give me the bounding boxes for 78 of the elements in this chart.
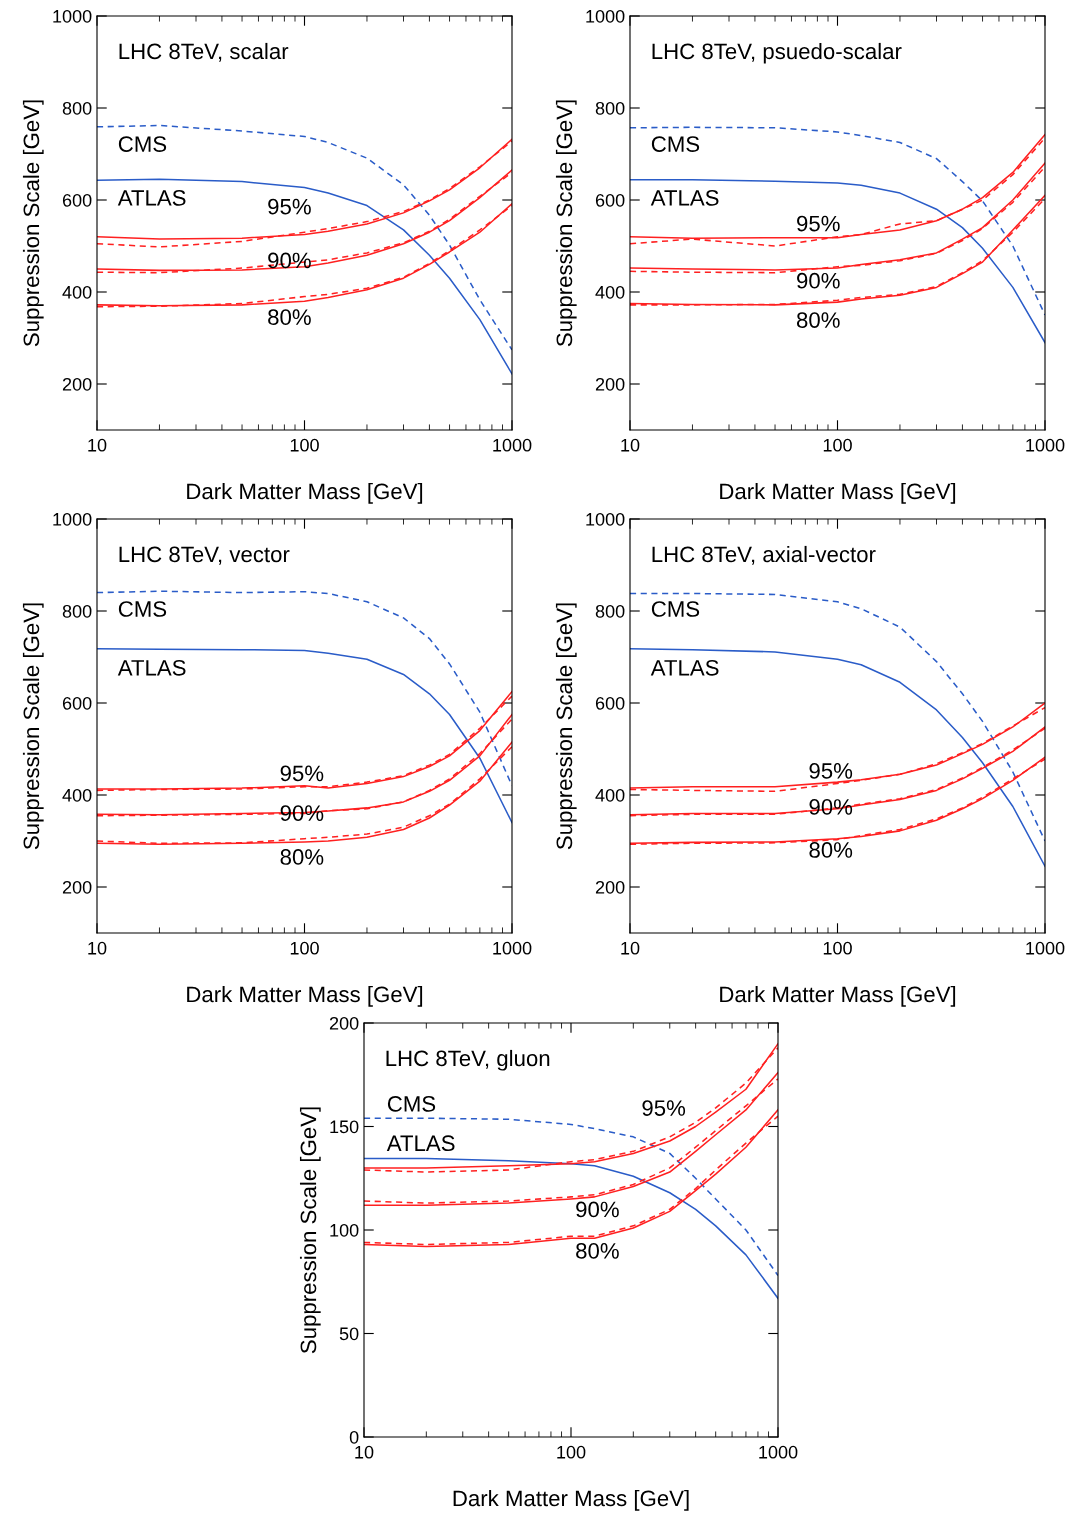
y-tick-label: 100	[330, 1223, 359, 1237]
y-tick-label: 600	[62, 696, 92, 710]
y-tick-label: 400	[595, 788, 625, 802]
x-tick-label: 1000	[493, 941, 532, 955]
x-tick-label: 10	[88, 438, 107, 452]
y-tick-label: 1000	[586, 9, 625, 23]
text: LHC 8TeV, gluon	[386, 1049, 550, 1071]
annotation: 95%	[809, 763, 853, 779]
annotation: CMS	[387, 1096, 436, 1112]
annotation: ATLAS	[117, 659, 186, 676]
y-tick-label: 600	[62, 193, 92, 207]
y-axis-title: Suppression Scale [GeV]	[299, 1107, 321, 1354]
y-tick-label: 150	[330, 1120, 359, 1134]
annotation: CMS	[118, 136, 167, 152]
text: LHC 8TeV, vector	[119, 546, 290, 565]
annotation: ATLAS	[117, 190, 186, 206]
x-tick-label: 1000	[1026, 941, 1065, 955]
annotation: ATLAS	[650, 190, 719, 206]
annotation: CMS	[651, 601, 700, 617]
annotation: 95%	[280, 765, 324, 782]
y-axis-title: Suppression Scale [GeV]	[555, 100, 577, 347]
x-axis-title: Dark Matter Mass [GeV]	[187, 985, 423, 1007]
x-tick-label: 100	[557, 1445, 586, 1459]
x-tick-label: 100	[823, 438, 852, 452]
x-tick-label: 1000	[493, 438, 532, 452]
x-tick-label: 100	[290, 941, 319, 955]
x-tick-label: 10	[621, 438, 640, 452]
x-tick-label: 10	[355, 1445, 374, 1459]
x-tick-label: 100	[823, 941, 852, 955]
annotation: 80%	[576, 1243, 619, 1259]
annotation: ATLAS	[386, 1135, 455, 1152]
annotation: CMS	[651, 136, 700, 152]
x-tick-label: 100	[290, 438, 319, 452]
y-tick-label: 800	[595, 101, 625, 115]
text: LHC 8TeV, axial-vector	[652, 545, 876, 565]
y-tick-label: 800	[595, 604, 625, 618]
annotation: 80%	[268, 309, 311, 326]
annotation: 80%	[796, 312, 840, 328]
y-tick-label: 800	[62, 604, 92, 618]
x-axis-title: Dark Matter Mass [GeV]	[720, 985, 956, 1007]
y-tick-label: 800	[62, 101, 92, 115]
y-axis-title: Suppression Scale [GeV]	[22, 603, 44, 850]
y-tick-label: 200	[595, 377, 625, 391]
annotation: 95%	[797, 215, 840, 232]
y-tick-label: 400	[595, 285, 625, 299]
x-tick-label: 1000	[759, 1445, 798, 1459]
y-tick-label: 1000	[586, 512, 625, 526]
x-tick-label: 1000	[1026, 438, 1065, 452]
y-tick-label: 400	[62, 285, 92, 299]
y-tick-label: 400	[62, 788, 92, 802]
y-tick-label: 50	[339, 1327, 359, 1341]
x-tick-label: 10	[88, 941, 107, 955]
y-tick-label: 1000	[53, 512, 92, 526]
annotation: 90%	[268, 252, 311, 269]
annotation: ATLAS	[650, 659, 719, 676]
x-axis-title: Dark Matter Mass [GeV]	[720, 482, 956, 504]
x-axis-title: Dark Matter Mass [GeV]	[187, 482, 423, 504]
y-axis-title: Suppression Scale [GeV]	[555, 603, 577, 850]
x-tick-label: 10	[621, 941, 640, 955]
x-axis-title: Dark Matter Mass [GeV]	[453, 1489, 689, 1511]
annotation: 80%	[809, 842, 853, 858]
annotation: 90%	[576, 1201, 619, 1218]
y-tick-label: 600	[595, 696, 625, 710]
annotation: CMS	[118, 601, 167, 617]
annotation: 95%	[642, 1100, 686, 1116]
y-tick-label: 200	[595, 880, 625, 894]
y-tick-label: 0	[349, 1430, 359, 1444]
y-tick-label: 200	[62, 377, 92, 391]
annotation: 80%	[280, 849, 324, 865]
annotation: 95%	[268, 198, 311, 215]
y-tick-label: 1000	[53, 9, 92, 23]
y-tick-label: 600	[595, 193, 625, 207]
annotation: 90%	[797, 272, 840, 289]
text: LHC 8TeV, psuedo-scalar	[652, 42, 902, 64]
y-tick-label: 200	[329, 1016, 359, 1030]
text: LHC 8TeV, scalar	[119, 42, 289, 62]
y-tick-label: 200	[62, 880, 92, 894]
y-axis-title: Suppression Scale [GeV]	[22, 100, 44, 347]
